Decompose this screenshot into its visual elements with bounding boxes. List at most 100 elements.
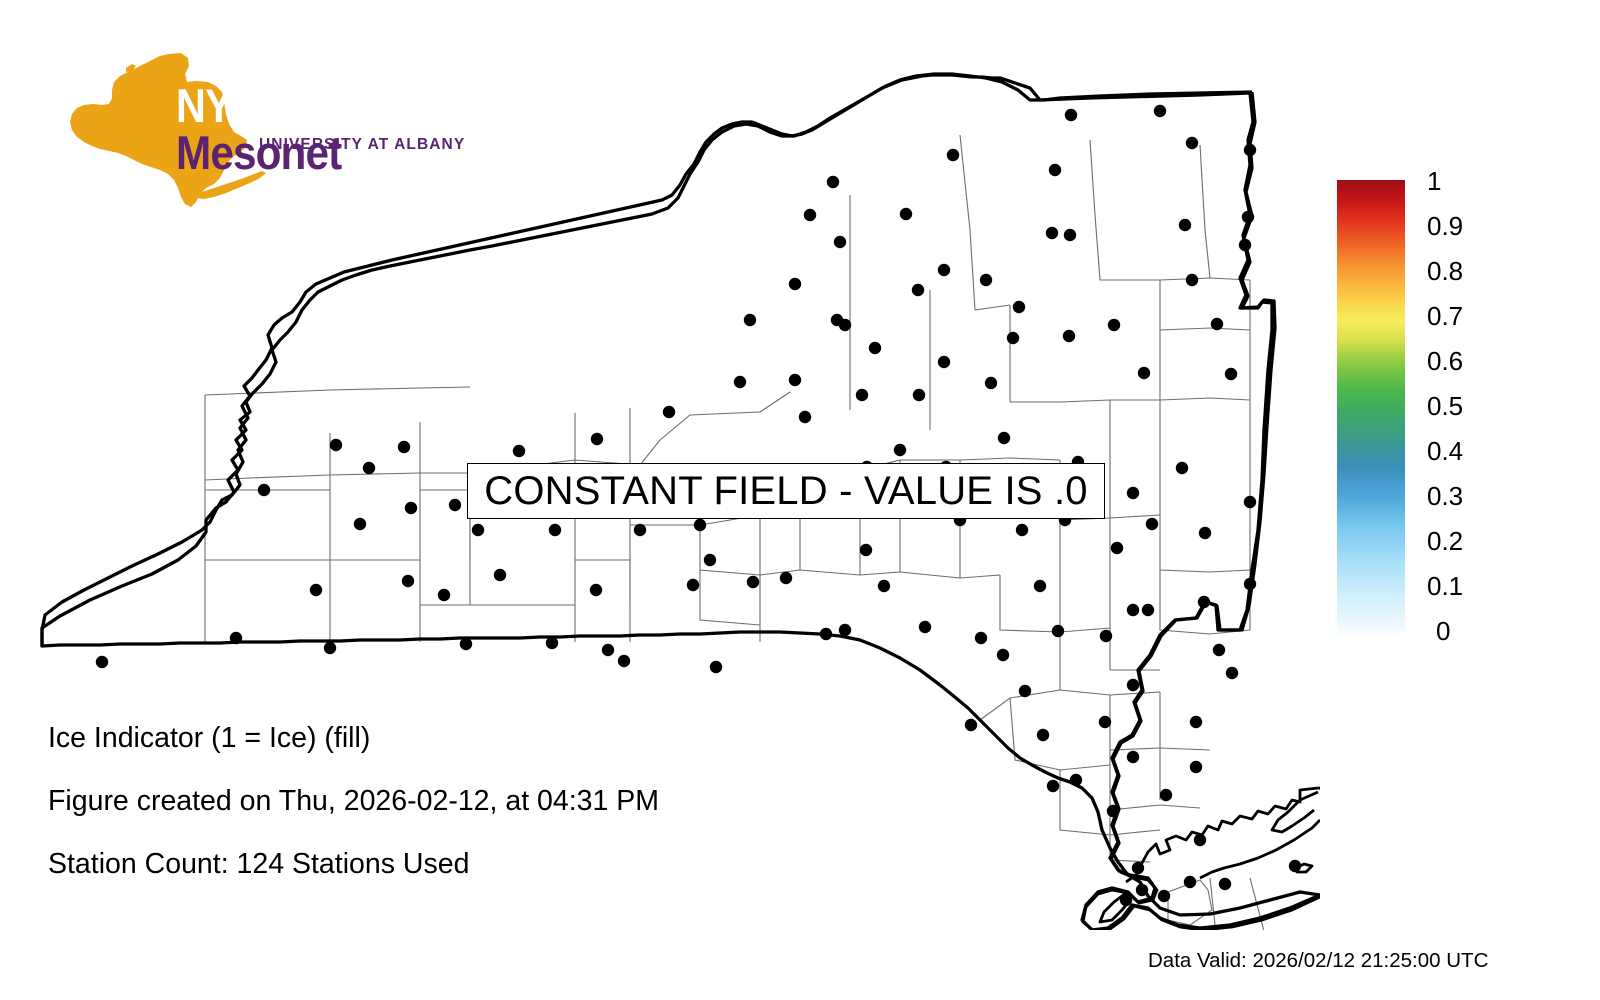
station-marker	[1185, 273, 1199, 287]
station-marker	[1225, 666, 1239, 680]
station-marker	[662, 405, 676, 419]
station-marker	[1107, 318, 1121, 332]
station-marker	[1189, 760, 1203, 774]
station-marker	[826, 175, 840, 189]
station-marker	[937, 263, 951, 277]
station-marker	[1018, 684, 1032, 698]
station-marker	[512, 444, 526, 458]
station-marker	[329, 438, 343, 452]
station-marker	[323, 641, 337, 655]
station-marker	[996, 648, 1010, 662]
station-marker	[1063, 228, 1077, 242]
station-marker	[545, 636, 559, 650]
station-marker	[912, 388, 926, 402]
station-marker	[1048, 163, 1062, 177]
station-marker	[1006, 331, 1020, 345]
station-marker	[1126, 486, 1140, 500]
station-marker	[1145, 517, 1159, 531]
station-marker	[1033, 579, 1047, 593]
colorbar-tick-label: 0.3	[1427, 481, 1464, 511]
logo-subtitle: UNIVERSITY AT ALBANY	[259, 136, 466, 153]
station-marker	[743, 313, 757, 327]
station-marker	[437, 588, 451, 602]
constant-field-label: CONSTANT FIELD - VALUE IS .0	[484, 468, 1088, 513]
station-marker	[397, 440, 411, 454]
colorbar-gradient	[1337, 180, 1405, 636]
station-marker	[1137, 366, 1151, 380]
nys-mesonet-logo: NYSMesonet UNIVERSITY AT ALBANY	[48, 52, 464, 212]
station-marker	[918, 620, 932, 634]
station-marker	[964, 718, 978, 732]
station-marker	[459, 637, 473, 651]
station-marker	[1098, 715, 1112, 729]
station-marker	[937, 355, 951, 369]
colorbar-tick-label: 0.7	[1427, 301, 1464, 331]
field-label-caption: Ice Indicator (1 = Ice) (fill)	[48, 722, 371, 754]
station-marker	[353, 517, 367, 531]
station-marker	[833, 235, 847, 249]
station-marker	[1210, 317, 1224, 331]
station-marker	[471, 523, 485, 537]
station-marker	[1064, 108, 1078, 122]
station-marker	[1131, 861, 1145, 875]
station-marker	[1141, 603, 1155, 617]
station-marker	[855, 388, 869, 402]
station-marker	[362, 461, 376, 475]
station-marker	[899, 207, 913, 221]
station-marker	[1243, 495, 1257, 509]
station-marker	[1106, 804, 1120, 818]
station-marker	[984, 376, 998, 390]
station-marker	[1135, 883, 1149, 897]
station-marker	[401, 574, 415, 588]
station-marker	[1185, 136, 1199, 150]
station-marker	[819, 627, 833, 641]
station-marker	[548, 523, 562, 537]
station-marker	[1036, 728, 1050, 742]
station-marker	[877, 579, 891, 593]
station-marker	[1110, 541, 1124, 555]
station-marker	[1183, 875, 1197, 889]
station-marker	[1153, 104, 1167, 118]
station-marker	[733, 375, 747, 389]
station-marker	[229, 631, 243, 645]
station-marker	[1157, 889, 1171, 903]
station-marker	[1012, 300, 1026, 314]
station-marker	[1159, 788, 1173, 802]
figure-created-caption: Figure created on Thu, 2026-02-12, at 04…	[48, 785, 660, 817]
station-marker	[1069, 773, 1083, 787]
station-marker	[1099, 629, 1113, 643]
station-marker	[1238, 238, 1252, 252]
station-marker	[859, 543, 873, 557]
station-marker	[590, 432, 604, 446]
station-marker	[257, 483, 271, 497]
station-marker	[95, 655, 109, 669]
station-marker	[1243, 577, 1257, 591]
colorbar-tick-label: 0.5	[1427, 391, 1464, 421]
station-marker	[1288, 859, 1302, 873]
station-marker	[1243, 143, 1257, 157]
station-marker	[868, 341, 882, 355]
station-marker	[404, 501, 418, 515]
station-marker	[1224, 367, 1238, 381]
colorbar-tick-label: 0.9	[1427, 211, 1464, 241]
station-marker	[946, 148, 960, 162]
station-marker	[788, 373, 802, 387]
station-marker	[1189, 715, 1203, 729]
station-marker	[1046, 779, 1060, 793]
station-marker	[633, 523, 647, 537]
station-marker	[1212, 643, 1226, 657]
station-marker	[1045, 226, 1059, 240]
station-marker	[1126, 750, 1140, 764]
station-marker	[1119, 893, 1133, 907]
station-marker	[997, 431, 1011, 445]
station-count-caption: Station Count: 124 Stations Used	[48, 848, 470, 880]
station-marker	[1241, 210, 1255, 224]
station-marker	[798, 410, 812, 424]
station-marker	[1218, 877, 1232, 891]
colorbar-tick-label: 1	[1427, 166, 1442, 196]
station-marker	[686, 578, 700, 592]
station-marker	[1015, 523, 1029, 537]
colorbar-tick-label: 0.1	[1427, 571, 1464, 601]
data-valid-timestamp: Data Valid: 2026/02/12 21:25:00 UTC	[1148, 949, 1489, 972]
station-marker	[911, 283, 925, 297]
